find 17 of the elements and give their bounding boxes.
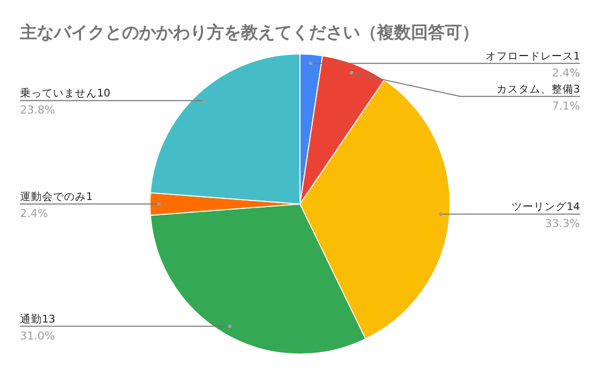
pie-slice (300, 79, 450, 340)
data-label: 7.1% (552, 99, 580, 112)
data-label: 33.3% (545, 217, 580, 230)
pie-slice (150, 54, 300, 204)
slice-label: 通勤13 (20, 312, 56, 326)
data-label: 31.0% (20, 329, 55, 342)
pie-slice (300, 55, 385, 204)
data-label: 2.4% (20, 207, 48, 220)
data-label: 2.4% (552, 66, 580, 80)
data-label: 23.8% (20, 104, 55, 117)
slice-label: 乗っていません10 (20, 86, 110, 100)
pie-slice (150, 204, 366, 354)
slice-label: ツーリング14 (512, 201, 580, 214)
slice-label: 運動会でのみ1 (20, 191, 93, 203)
chart-title: 主なバイクとのかかわり方を教えてください（複数回答可） (19, 23, 479, 43)
slice-label: カスタム、整備3 (496, 83, 580, 96)
slice-label: オフロードレース1 (485, 50, 580, 62)
